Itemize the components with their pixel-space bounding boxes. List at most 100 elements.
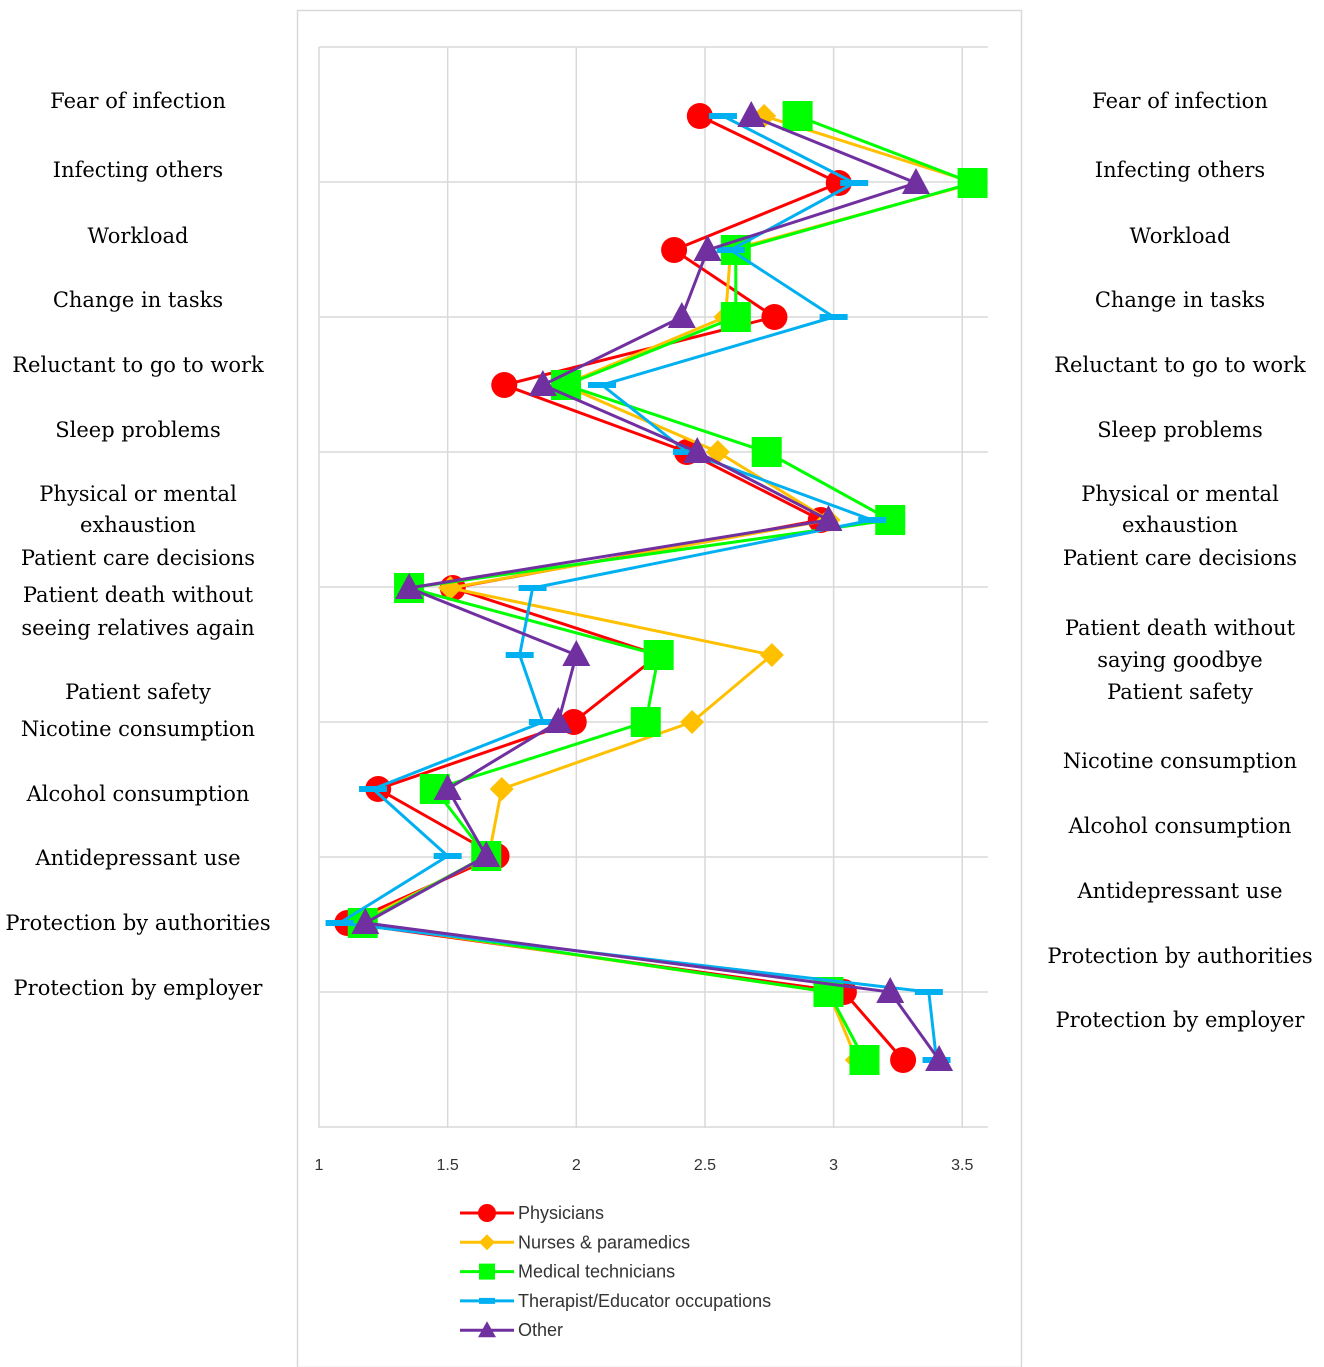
right-category-label: Fear of infection [1092, 89, 1268, 113]
x-tick-label: 1.5 [437, 1157, 459, 1174]
legend-label: Therapist/Educator occupations [518, 1291, 771, 1311]
data-point [489, 777, 514, 801]
x-axis-ticks: 1 1.5 2 2.5 3 3.5 [315, 1157, 974, 1174]
data-point [693, 235, 722, 261]
right-category-label: Physical or mental [1081, 482, 1279, 506]
data-point [849, 1045, 880, 1075]
data-point [716, 247, 745, 253]
data-point [630, 707, 661, 737]
data-point [433, 774, 462, 800]
left-category-labels: Fear of infection Infecting others Workloa… [5, 89, 270, 1000]
right-category-label: Reluctant to go to work [1054, 353, 1306, 377]
left-category-label: Workload [88, 224, 189, 248]
data-point [491, 372, 518, 398]
data-point [759, 643, 784, 667]
data-point [472, 841, 501, 867]
right-category-label: Antidepressant use [1076, 879, 1282, 903]
right-category-label: Nicotine consumption [1063, 749, 1297, 773]
data-point [782, 101, 813, 131]
series-lines [325, 101, 988, 1075]
data-point [720, 302, 751, 332]
right-category-label: Change in tasks [1095, 288, 1265, 312]
data-point [433, 853, 462, 859]
data-point [957, 168, 988, 198]
data-point [876, 977, 905, 1003]
data-point [661, 237, 688, 263]
data-point [901, 168, 930, 194]
left-category-label: Physical or mental [39, 482, 237, 506]
data-point [672, 449, 701, 455]
data-point [890, 1047, 917, 1073]
right-category-label: Patient death without [1065, 616, 1296, 640]
right-category-label: Protection by employer [1056, 1008, 1306, 1032]
left-category-label: Patient safety [65, 680, 211, 704]
right-category-label: saying goodbye [1097, 648, 1262, 672]
right-category-label: exhaustion [1122, 513, 1238, 537]
data-point [737, 101, 766, 127]
data-point [395, 573, 424, 599]
left-category-label: Protection by employer [14, 976, 264, 1000]
legend-marker [479, 1234, 495, 1251]
legend-marker [478, 1321, 496, 1338]
data-point [708, 113, 737, 119]
data-point [325, 920, 354, 926]
data-point [914, 989, 943, 995]
data-point [686, 103, 713, 129]
x-tick-label: 2.5 [694, 1157, 716, 1174]
left-category-label: Patient care decisions [21, 546, 255, 570]
data-point [505, 652, 534, 658]
data-point [518, 585, 547, 591]
data-point [680, 710, 705, 734]
left-category-label: Reluctant to go to work [12, 353, 264, 377]
left-category-label: Sleep problems [55, 418, 220, 442]
left-category-label: exhaustion [80, 513, 196, 537]
left-category-label: Antidepressant use [34, 846, 240, 870]
left-category-label: Nicotine consumption [21, 717, 255, 741]
right-category-labels: Fear of infection Infecting others Workloa… [1047, 89, 1312, 1032]
series-other [351, 101, 954, 1071]
gridlines [318, 46, 988, 1128]
data-point [683, 437, 712, 463]
legend-label: Nurses & paramedics [518, 1232, 690, 1252]
data-point [858, 517, 887, 523]
left-category-label: Fear of infection [50, 89, 226, 113]
data-point [544, 707, 573, 733]
x-tick-label: 1 [315, 1157, 324, 1174]
right-category-label: Patient care decisions [1063, 546, 1297, 570]
data-point [643, 640, 674, 670]
x-tick-label: 3.5 [951, 1157, 973, 1174]
data-point [528, 370, 557, 396]
legend-marker [479, 1297, 495, 1304]
x-tick-label: 3 [829, 1157, 838, 1174]
data-point [840, 180, 869, 186]
data-point [667, 302, 696, 328]
right-category-label: Protection by authorities [1047, 944, 1312, 968]
right-category-label: Alcohol consumption [1068, 814, 1292, 838]
data-point [819, 314, 848, 320]
left-category-label: Infecting others [53, 158, 223, 182]
legend-label: Medical technicians [518, 1262, 675, 1282]
left-category-label: Change in tasks [53, 288, 223, 312]
left-category-label: seeing relatives again [21, 616, 254, 640]
data-point [751, 437, 782, 467]
data-point [562, 640, 591, 666]
legend: Physicians Nurses & paramedics Medical tec… [460, 1203, 771, 1340]
left-category-label: Patient death without [23, 583, 254, 607]
left-category-label: Protection by authorities [5, 911, 270, 935]
chart-frame [296, 9, 1023, 1367]
right-category-label: Patient safety [1107, 680, 1253, 704]
right-category-label: Workload [1130, 224, 1231, 248]
legend-label: Other [518, 1320, 563, 1340]
left-category-label: Alcohol consumption [26, 782, 250, 806]
data-point [925, 1045, 954, 1071]
data-point [814, 505, 843, 531]
legend-label: Physicians [518, 1203, 604, 1223]
right-category-label: Infecting others [1095, 158, 1265, 182]
series-therapist-educator-occupations [325, 113, 951, 1063]
right-category-label: Sleep problems [1097, 418, 1262, 442]
data-point [359, 786, 388, 792]
legend-marker [479, 1263, 495, 1280]
data-point [588, 382, 617, 388]
data-point [351, 908, 380, 934]
